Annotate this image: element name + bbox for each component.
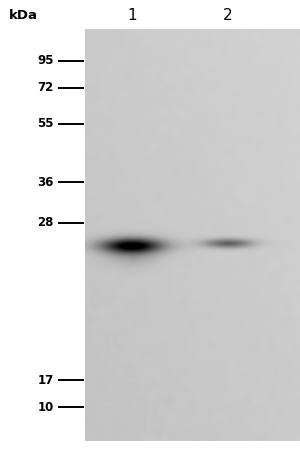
Text: 28: 28 (38, 216, 54, 229)
Text: 55: 55 (38, 117, 54, 130)
Text: 2: 2 (223, 8, 233, 23)
Text: kDa: kDa (9, 9, 38, 22)
Text: 72: 72 (38, 81, 54, 94)
Text: 17: 17 (38, 374, 54, 387)
Text: 36: 36 (38, 176, 54, 189)
Text: 10: 10 (38, 401, 54, 414)
Text: 1: 1 (127, 8, 137, 23)
Text: 95: 95 (38, 54, 54, 67)
